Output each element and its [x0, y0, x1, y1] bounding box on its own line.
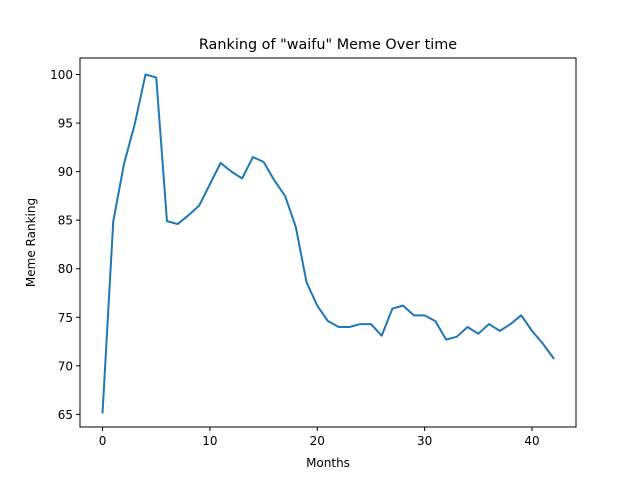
y-tick-label: 85 [58, 214, 73, 228]
chart-title: Ranking of "waifu" Meme Over time [199, 37, 457, 53]
x-tick-label: 0 [99, 434, 107, 448]
y-tick-label: 90 [58, 165, 73, 179]
y-axis-ticks: 65 70 75 80 85 90 95 100 [50, 68, 80, 422]
y-tick-label: 75 [58, 311, 73, 325]
x-axis-ticks: 0 10 20 30 40 [99, 427, 540, 448]
x-tick-label: 40 [524, 434, 539, 448]
plot-area [101, 73, 555, 414]
x-axis-label: Months [306, 456, 350, 470]
y-tick-label: 65 [58, 408, 73, 422]
axes-frame [79, 57, 577, 428]
series-line [101, 73, 555, 414]
y-tick-label: 95 [58, 117, 73, 131]
y-tick-label: 100 [50, 68, 73, 82]
x-tick-label: 20 [310, 434, 325, 448]
y-tick-label: 80 [58, 262, 73, 276]
y-tick-label: 70 [58, 359, 73, 373]
x-tick-label: 10 [202, 434, 217, 448]
y-axis-label: Meme Ranking [24, 198, 38, 287]
x-tick-label: 30 [417, 434, 432, 448]
